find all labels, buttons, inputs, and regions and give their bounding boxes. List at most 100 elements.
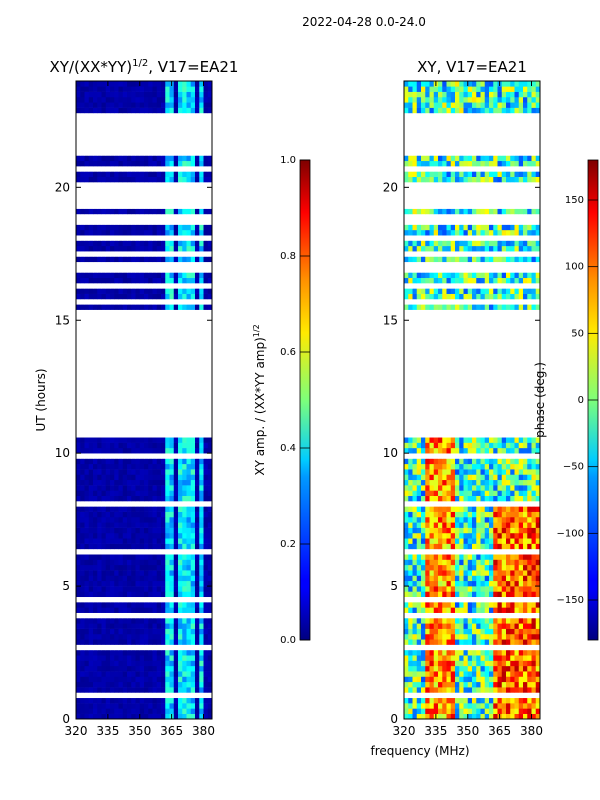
heatmap-cell [527, 692, 532, 699]
heatmap-cell [203, 575, 209, 582]
heatmap-cell [148, 703, 153, 709]
heatmap-cell [178, 447, 183, 454]
heatmap-cell [88, 208, 94, 215]
heatmap-cell [195, 373, 200, 380]
heatmap-cell [190, 394, 196, 401]
heatmap-cell [114, 256, 119, 263]
heatmap-cell [110, 522, 115, 528]
heatmap-cell [425, 543, 430, 550]
heatmap-cell [165, 458, 170, 465]
heatmap-cell [156, 405, 162, 411]
heatmap-cell [433, 665, 439, 672]
heatmap-cell [101, 213, 107, 220]
heatmap-cell [131, 81, 136, 87]
heatmap-cell [139, 320, 145, 326]
heatmap-cell [472, 602, 477, 608]
heatmap-cell [493, 708, 498, 714]
heatmap-cell [169, 352, 175, 358]
heatmap-cell [199, 564, 204, 571]
heatmap-cell [165, 213, 170, 220]
heatmap-cell [156, 655, 162, 661]
heatmap-cell [190, 415, 196, 422]
heatmap-cell [152, 628, 158, 635]
heatmap-cell [182, 368, 187, 374]
heatmap-cell [80, 267, 85, 273]
heatmap-cell [131, 708, 136, 714]
heatmap-cell [148, 373, 153, 380]
heatmap-cell [169, 596, 175, 603]
heatmap-cell [165, 197, 170, 204]
heatmap-cell [446, 596, 452, 603]
heatmap-cell [480, 628, 486, 635]
heatmap-cell [101, 150, 107, 156]
heatmap-cell [131, 697, 136, 704]
heatmap-cell [182, 352, 187, 358]
heatmap-cell [110, 245, 115, 252]
heatmap-cell [110, 96, 115, 103]
heatmap-cell [161, 623, 166, 629]
heatmap-cell [165, 516, 170, 523]
heatmap-cell [169, 208, 175, 215]
heatmap-cell [510, 564, 515, 571]
heatmap-cell [182, 197, 187, 204]
heatmap-cell [110, 288, 115, 294]
heatmap-cell [156, 410, 162, 417]
heatmap-cell [148, 112, 153, 119]
heatmap-cell [114, 655, 119, 661]
heatmap-cell [148, 628, 153, 635]
heatmap-cell [484, 623, 490, 629]
heatmap-cell [122, 245, 128, 252]
heatmap-cell [178, 86, 183, 92]
heatmap-cell [93, 128, 98, 135]
heatmap-cell [459, 676, 464, 683]
heatmap-cell [156, 320, 162, 326]
heatmap-cell [182, 272, 187, 279]
heatmap-cell [186, 660, 192, 667]
heatmap-cell [199, 538, 204, 544]
heatmap-cell [127, 139, 132, 146]
heatmap-cell [97, 570, 102, 576]
heatmap-cell [114, 501, 119, 507]
heatmap-cell [105, 219, 111, 225]
heatmap-cell [199, 644, 204, 651]
heatmap-cell [421, 575, 426, 582]
heatmap-cell [97, 415, 102, 422]
heatmap-cell [76, 676, 81, 683]
heatmap-cell [114, 251, 119, 257]
heatmap-cell [186, 245, 192, 252]
heatmap-cell [93, 309, 98, 316]
heatmap-cell [97, 644, 102, 651]
heatmap-cell [489, 559, 494, 566]
heatmap-cell [489, 633, 494, 640]
heatmap-cell [489, 580, 494, 587]
heatmap-cell [156, 394, 162, 401]
heatmap-cell [480, 676, 486, 683]
amp-colorbar-label: XY amp. / (XX*YY amp)1/2 [252, 324, 267, 475]
heatmap-cell [97, 708, 102, 714]
heatmap-cell [450, 633, 456, 640]
heatmap-cell [84, 570, 90, 576]
heatmap-cell [97, 479, 102, 486]
heatmap-cell [118, 176, 124, 183]
heatmap-cell [114, 570, 119, 576]
heatmap-cell [514, 543, 520, 550]
heatmap-cell [88, 495, 94, 502]
heatmap-cell [84, 293, 90, 300]
heatmap-cell [148, 229, 153, 236]
heatmap-cell [135, 213, 141, 220]
heatmap-cell [97, 447, 102, 454]
heatmap-cell [76, 490, 81, 496]
heatmap-cell [156, 586, 162, 592]
heatmap-cell [493, 559, 498, 566]
heatmap-cell [165, 373, 170, 380]
heatmap-cell [122, 293, 128, 300]
heatmap-cell [76, 437, 81, 443]
heatmap-cell [510, 596, 515, 603]
heatmap-cell [161, 314, 166, 321]
heatmap-cell [186, 330, 192, 337]
heatmap-cell [84, 623, 90, 629]
heatmap-cell [93, 203, 98, 209]
heatmap-cell [114, 394, 119, 401]
heatmap-cell [88, 336, 94, 342]
heatmap-cell [88, 368, 94, 374]
